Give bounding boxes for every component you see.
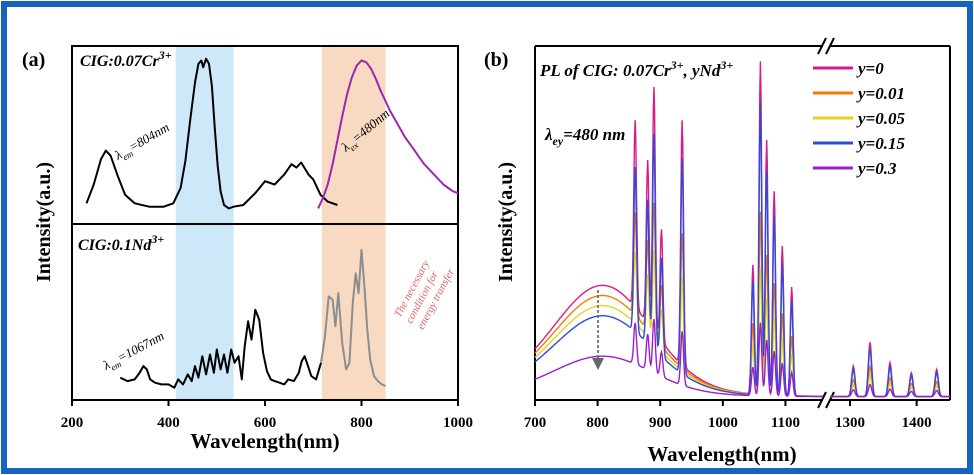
panel-b-xtick-label: 1100 (771, 415, 800, 431)
panel-a-series-0-1 (317, 59, 459, 209)
panel-a-label: (a) (22, 49, 45, 71)
panel-b-xtick-label: 900 (649, 415, 672, 431)
axis-break-mark-top-1 (817, 37, 827, 55)
panel-b-xtick-label: 1400 (902, 415, 932, 431)
annotation-lambda-em-nd: λem=1067nm (99, 328, 167, 376)
panel-b-excitation-label: λey=480 nm (544, 125, 625, 148)
panel-a-xtick-label: 200 (61, 415, 84, 431)
legend-label-y=0.01: y=0.01 (856, 84, 905, 103)
panel-a-top-label: CIG:0.07Cr3+ (80, 48, 172, 70)
panel-b-xtick-label: 1000 (708, 415, 738, 431)
panel-b-xtick-label: 1300 (835, 415, 865, 431)
series-line-y=0.3-right (830, 383, 950, 398)
legend-label-y=0.15: y=0.15 (856, 134, 905, 153)
panel-a-series-1-0 (119, 308, 322, 389)
panel-a-xtick-label: 800 (350, 415, 373, 431)
series-line-y=0.01-right (830, 364, 950, 398)
panel-a-bottom-label: CIG:0.1Nd3+ (78, 232, 164, 254)
panel-a-series-1-1 (320, 248, 386, 387)
axis-break-mark-top-2 (825, 37, 835, 55)
panel-a-xtick-label: 400 (157, 415, 180, 431)
panel-a-xtick-label: 1000 (443, 415, 473, 431)
panel-b-xtick-label: 700 (524, 415, 547, 431)
panel-a: 200 400 600 800 1000 (a) CIG:0.07Cr3+ CIG:0.… (22, 45, 473, 453)
panel-a-series-0-0 (85, 57, 338, 210)
series-line-y=0.3 (534, 319, 823, 398)
legend-label-y=0.3: y=0.3 (856, 159, 897, 178)
panel-b-title: PL of CIG: 0.07Cr3+, yNd3+ (539, 58, 733, 80)
decrease-arrow-head (592, 358, 604, 370)
panel-a-xlabel: Wavelength(nm) (190, 429, 339, 453)
legend-label-y=0.05: y=0.05 (856, 109, 905, 128)
legend-label-y=0: y=0 (856, 59, 884, 78)
panel-b: 700 800 900 1000 1100 1300 1400 y=0 y=0.01 y=0.0… (484, 37, 951, 466)
axis-break-mark-bottom-2 (825, 391, 835, 409)
panel-a-xtick-label: 600 (254, 415, 277, 431)
panel-b-xlabel: Wavelength(nm) (647, 442, 796, 466)
panel-b-label: (b) (484, 49, 508, 71)
annotation-lambda-em-cr: λem=804nm (111, 119, 173, 165)
panel-a-ylabel: Intensity(a.u.) (33, 162, 55, 282)
axis-break-mark-bottom-1 (817, 391, 827, 409)
panel-b-ylabel: Intensity(a.u.) (495, 162, 517, 282)
series-line-y=0.15 (534, 101, 823, 398)
panel-b-xtick-label: 800 (586, 415, 609, 431)
annotation-energy-transfer: The necessarycondition forenergy transfe… (392, 254, 457, 332)
